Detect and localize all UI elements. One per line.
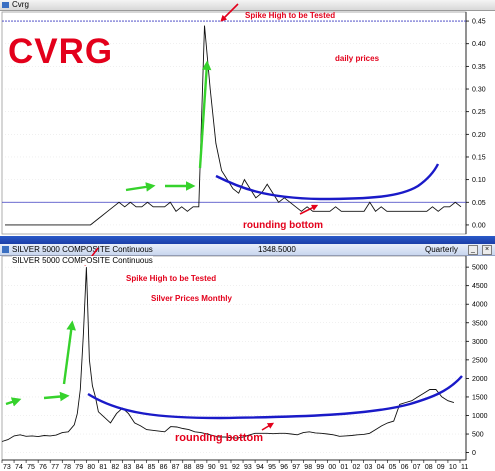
top-chart-window: Cvrg 0.00 0.05 0.10 0.15 0.20 0.25 0.30 0.35 0.4… [0, 0, 495, 236]
periodicity-label: Quarterly [425, 245, 458, 254]
bottom-x-tick-label: 78 [63, 464, 71, 471]
top-price-chart: 0.00 0.05 0.10 0.15 0.20 0.25 0.30 0.35 0.40 0.45 [1, 3, 486, 235]
bottom-y-tick-label: 4000 [472, 302, 488, 309]
bottom-x-tick-label: 08 [425, 464, 433, 471]
bottom-x-tick-label: 09 [437, 464, 445, 471]
bottom-x-tick-label: 88 [184, 464, 192, 471]
bottom-x-tick-label: 05 [389, 464, 397, 471]
bottom-y-tick-label: 1000 [472, 413, 488, 420]
top-rounding-bottom-curve [215, 163, 440, 201]
bottom-x-tick-label: 90 [208, 464, 216, 471]
top-y-tick-label: 0.10 [472, 177, 486, 184]
top-window-titlebar[interactable]: Cvrg [0, 0, 495, 11]
bottom-y-tick-label: 3000 [472, 339, 488, 346]
bottom-x-tick-label: 73 [3, 464, 11, 471]
chart-window-icon [2, 246, 9, 253]
bottom-x-tick-label: 11 [461, 464, 468, 471]
bottom-x-tick-label: 74 [15, 464, 23, 471]
bottom-x-tick-label: 92 [232, 464, 240, 471]
bottom-period-label: Silver Prices Monthly [151, 294, 232, 303]
bottom-x-tick-label: 10 [449, 464, 457, 471]
bottom-x-tick-label: 80 [87, 464, 95, 471]
bottom-x-tick-label: 84 [136, 464, 144, 471]
bottom-x-tick-label: 96 [280, 464, 288, 471]
bottom-x-tick-label: 93 [244, 464, 252, 471]
bottom-x-tick-label: 76 [39, 464, 47, 471]
bottom-green-arrow-2 [43, 391, 70, 402]
bottom-x-tick-label: 94 [256, 464, 264, 471]
bottom-x-tick-label: 03 [365, 464, 373, 471]
bottom-x-tick-label: 77 [51, 464, 59, 471]
top-period-label: daily prices [335, 54, 380, 63]
bottom-price-chart: 0500100015002000250030003500400045005000… [1, 247, 488, 471]
top-y-tick-label: 0.20 [472, 132, 486, 139]
bottom-x-tick-label: 99 [316, 464, 324, 471]
legend-title: SILVER 5000 COMPOSITE Continuous [12, 256, 153, 265]
bottom-x-tick-label: 01 [340, 464, 348, 471]
bottom-x-tick-label: 83 [124, 464, 132, 471]
bottom-y-tick-label: 1500 [472, 394, 488, 401]
bottom-x-tick-label: 07 [413, 464, 421, 471]
top-spike-label: Spike High to be Tested [245, 11, 336, 20]
minimize-button[interactable]: _ [468, 245, 478, 255]
top-red-arrow-bottom [299, 204, 319, 215]
top-y-tick-label: 0.25 [472, 109, 486, 116]
bottom-x-tick-label: 06 [401, 464, 409, 471]
top-y-tick-label: 0.40 [472, 41, 486, 48]
bottom-x-tick-label: 86 [160, 464, 168, 471]
bottom-y-tick-label: 2500 [472, 357, 488, 364]
bottom-x-tick-label: 91 [220, 464, 228, 471]
top-rounding-bottom-label: rounding bottom [243, 220, 323, 231]
bottom-x-tick-label: 82 [111, 464, 119, 471]
top-y-tick-label: 0.45 [472, 19, 486, 26]
top-plot-area [1, 11, 467, 235]
bottom-y-tick-label: 500 [472, 432, 484, 439]
bottom-spike-label: Spike High to be Tested [126, 274, 217, 283]
bottom-y-tick-label: 3500 [472, 320, 488, 327]
cvrg-ticker-label: CVRG [8, 32, 114, 71]
top-y-tick-label: 0.00 [472, 222, 486, 229]
bottom-x-tick-label: 89 [196, 464, 204, 471]
bottom-y-tick-label: 2000 [472, 376, 488, 383]
bottom-green-arrow-3 [62, 320, 76, 385]
last-value-readout: 1348.5000 [258, 245, 296, 254]
top-window-title: Cvrg [12, 0, 29, 9]
bottom-window-infobar[interactable]: SILVER 5000 COMPOSITE Continuous 1348.50… [0, 244, 495, 256]
bottom-x-tick-label: 02 [353, 464, 361, 471]
top-y-tick-label: 0.30 [472, 87, 486, 94]
bottom-chart-window: SILVER 5000 COMPOSITE Continuous 1348.50… [0, 244, 495, 471]
bottom-x-tick-label: 95 [268, 464, 276, 471]
top-y-tick-label: 0.05 [472, 200, 486, 207]
top-y-tick-label: 0.15 [472, 154, 486, 161]
top-red-arrow-spike [220, 3, 239, 22]
bottom-x-tick-label: 98 [304, 464, 312, 471]
bottom-x-tick-label: 87 [172, 464, 180, 471]
bottom-y-tick-label: 4500 [472, 283, 488, 290]
top-price-line [5, 25, 462, 226]
bottom-x-tick-label: 85 [148, 464, 156, 471]
bottom-plot-area [1, 255, 467, 461]
bottom-rounding-bottom-curve [87, 375, 463, 420]
bottom-window-title: SILVER 5000 COMPOSITE Continuous [12, 245, 153, 254]
window-icon [2, 2, 9, 8]
bottom-price-line [1, 267, 455, 442]
top-green-arrow-1 [125, 182, 156, 192]
bottom-y-tick-label: 0 [472, 450, 476, 457]
bottom-red-arrow-bottom [261, 422, 275, 431]
bottom-x-tick-label: 75 [27, 464, 35, 471]
bottom-y-tick-label: 5000 [472, 265, 488, 272]
bottom-x-tick-label: 04 [377, 464, 385, 471]
top-green-arrow-3 [198, 60, 212, 169]
bottom-x-tick-label: 97 [292, 464, 300, 471]
bottom-x-tick-label: 00 [328, 464, 336, 471]
close-button[interactable]: × [482, 245, 492, 255]
bottom-rounding-bottom-label: rounding bottom [175, 432, 263, 444]
bottom-x-tick-label: 79 [75, 464, 83, 471]
bottom-green-arrow-1 [5, 397, 22, 407]
bottom-x-tick-label: 81 [99, 464, 107, 471]
top-y-tick-label: 0.35 [472, 64, 486, 71]
pane-divider[interactable] [0, 236, 495, 244]
